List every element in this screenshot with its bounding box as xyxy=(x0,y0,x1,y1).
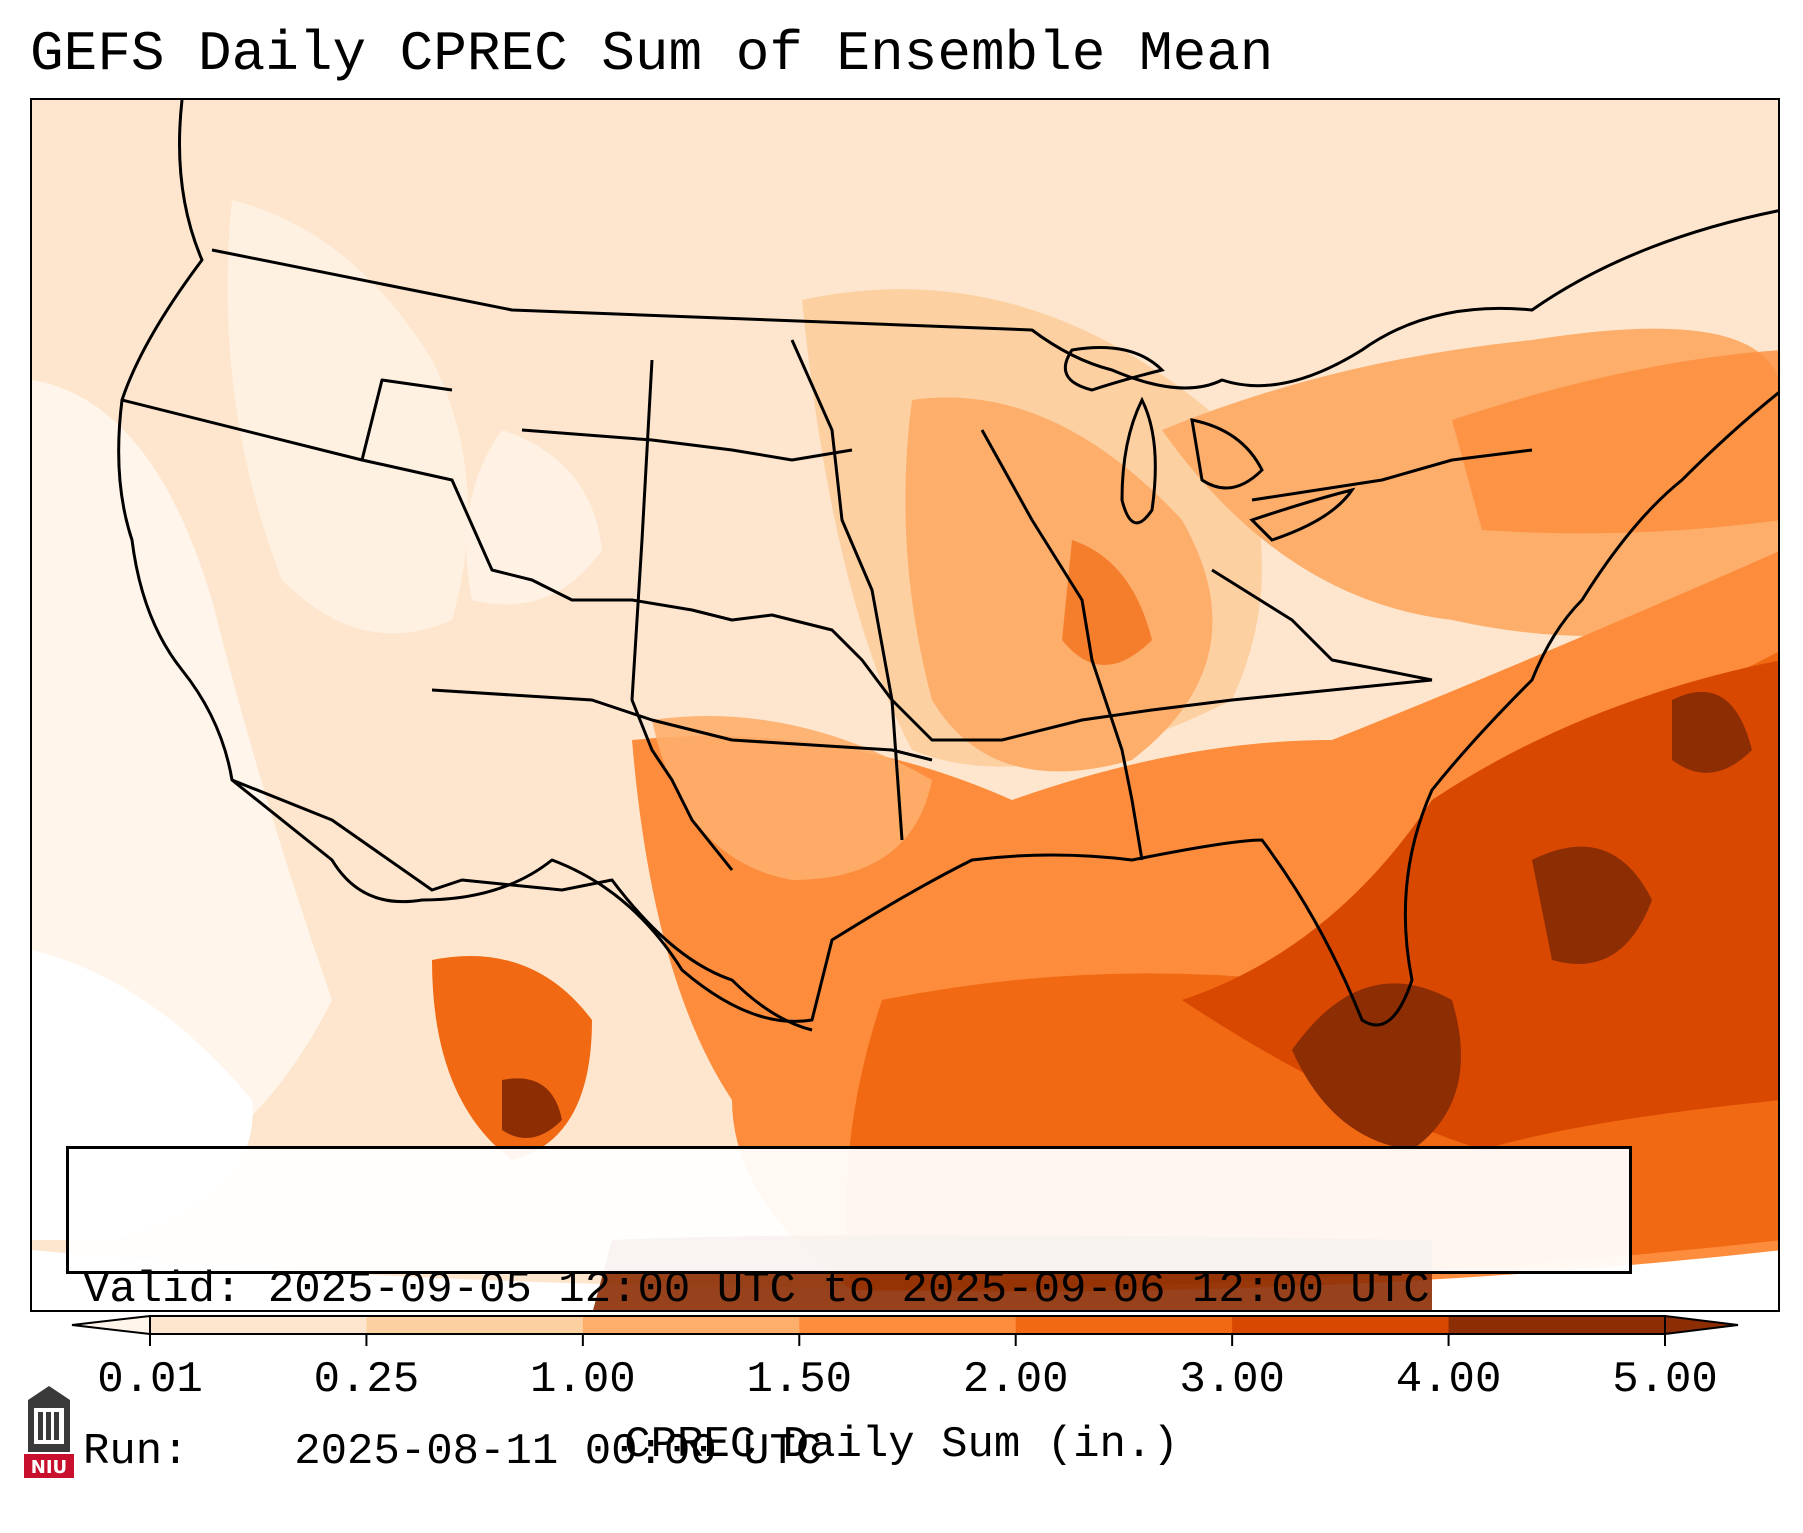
valid-line: Valid: 2025-09-05 12:00 UTC to 2025-09-0… xyxy=(83,1263,1615,1317)
precip-region-northwest xyxy=(227,200,468,634)
precip-max-florida xyxy=(1292,983,1461,1150)
colorbar-tick-label: 2.00 xyxy=(962,1355,1069,1405)
lake-superior xyxy=(1063,346,1165,392)
validity-info-box: Valid: 2025-09-05 12:00 UTC to 2025-09-0… xyxy=(66,1146,1632,1477)
state-line-ohio-river xyxy=(980,429,1144,861)
colorbar-segment xyxy=(582,1316,800,1334)
state-line-northeast xyxy=(1251,448,1533,502)
colorbar-segment xyxy=(1015,1316,1233,1334)
state-line-central xyxy=(361,458,1433,742)
map-title: GEFS Daily CPREC Sum of Ensemble Mean xyxy=(30,22,1274,86)
map-canvas xyxy=(32,100,1778,1310)
state-line-meridian xyxy=(630,359,734,871)
colorbar-tick-label: 1.50 xyxy=(746,1355,853,1405)
boundaries xyxy=(117,100,1778,1032)
precipitation-map xyxy=(30,98,1780,1312)
colorbar-segment xyxy=(1448,1316,1666,1334)
precip-region-great-lakes xyxy=(905,397,1213,772)
colorbar-extend-max xyxy=(1664,1314,1739,1336)
state-line-or-id xyxy=(121,378,453,462)
great-lakes xyxy=(1063,346,1356,542)
colorbar-tick-label: 1.00 xyxy=(530,1355,636,1405)
colorbar-tick-label: 4.00 xyxy=(1395,1355,1502,1405)
valid-label: Valid: xyxy=(83,1265,242,1315)
run-label: Run: xyxy=(83,1427,189,1477)
colorbar-outline xyxy=(149,1315,1666,1335)
run-line: Run: 2025-08-11 00:00 UTC xyxy=(83,1425,1615,1479)
colorbar-extend-min xyxy=(71,1314,151,1336)
colorbar-tick-label: 0.25 xyxy=(313,1355,420,1405)
us-canada-border xyxy=(211,209,1778,390)
precip-region-atlantic-canada xyxy=(1452,350,1778,534)
colorbar-segment xyxy=(1232,1316,1450,1334)
run-value: 2025-08-11 00:00 UTC xyxy=(294,1427,823,1477)
colorbar-tick-label: 5.00 xyxy=(1612,1355,1718,1405)
lake-michigan xyxy=(1120,396,1157,525)
colorbar-segment xyxy=(799,1316,1017,1334)
state-line-northern-plains xyxy=(521,428,853,462)
coastline xyxy=(117,100,1778,1027)
colorbar-label: CPREC Daily Sum (in.) xyxy=(624,1420,1179,1470)
precip-max-offshore xyxy=(1672,691,1752,773)
lake-huron xyxy=(1190,418,1264,490)
valid-value: 2025-09-05 12:00 UTC to 2025-09-06 12:00… xyxy=(267,1265,1430,1315)
precip-max-mexico xyxy=(502,1078,562,1138)
precip-region-oklahoma xyxy=(652,716,932,880)
colorbar-segment xyxy=(366,1316,584,1334)
precip-region-illinois xyxy=(1062,540,1152,665)
precip-region-wyoming xyxy=(466,430,602,605)
us-mexico-border xyxy=(231,778,813,1032)
precip-max-atlantic xyxy=(1532,846,1652,964)
state-line-appalachian xyxy=(1211,568,1433,682)
svg-text:NIU: NIU xyxy=(31,1457,67,1478)
lake-erie xyxy=(1249,487,1356,542)
colorbar-segment xyxy=(150,1316,367,1334)
niu-logo-icon: NIU xyxy=(24,1386,74,1478)
colorbar-tick-label: 0.01 xyxy=(97,1355,203,1405)
state-line-southern xyxy=(431,688,933,762)
state-line-mississippi xyxy=(790,339,904,841)
colorbar xyxy=(71,1314,1739,1346)
colorbar-tick-label: 3.00 xyxy=(1179,1355,1285,1405)
